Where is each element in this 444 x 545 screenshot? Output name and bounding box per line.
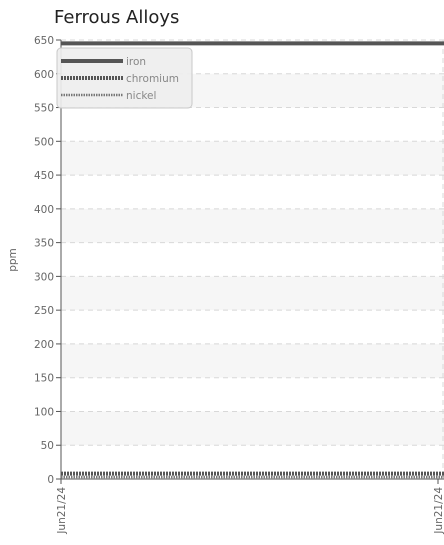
chart-title: Ferrous Alloys [54, 7, 180, 28]
y-axis: 0 50 100 150 200 250 300 350 400 450 500 550 600 650 [34, 35, 62, 486]
legend-label-iron: iron [126, 56, 146, 68]
y-tick-label: 0 [47, 474, 54, 486]
plot-background [61, 73, 444, 446]
y-tick-label: 100 [34, 406, 54, 418]
legend: iron chromium nickel [56, 47, 193, 109]
x-axis: Jun21/24 Jun21/24 [56, 478, 444, 535]
series-lines [61, 41, 444, 479]
y-tick-label: 500 [34, 136, 54, 148]
y-axis-label: ppm [7, 248, 19, 272]
y-tick-label: 50 [41, 440, 54, 452]
y-tick-label: 200 [34, 339, 54, 351]
grid-band [61, 208, 444, 243]
grid-band [61, 141, 444, 176]
y-tick-label: 650 [34, 35, 54, 47]
y-tick-label: 400 [34, 204, 54, 216]
y-tick-label: 550 [34, 103, 54, 115]
y-tick-label: 250 [34, 305, 54, 317]
grid-band [61, 276, 444, 311]
legend-label-chromium: chromium [126, 73, 179, 85]
y-tick-label: 450 [34, 170, 54, 182]
y-tick-label: 150 [34, 373, 54, 385]
x-tick-label: Jun21/24 [56, 487, 68, 535]
y-tick-label: 300 [34, 271, 54, 283]
grid-band [61, 411, 444, 446]
y-tick-label: 350 [34, 238, 54, 250]
grid-band [61, 343, 444, 378]
legend-label-nickel: nickel [126, 90, 156, 102]
y-tick-label: 600 [34, 69, 54, 81]
x-tick-label: Jun21/24 [433, 487, 444, 535]
